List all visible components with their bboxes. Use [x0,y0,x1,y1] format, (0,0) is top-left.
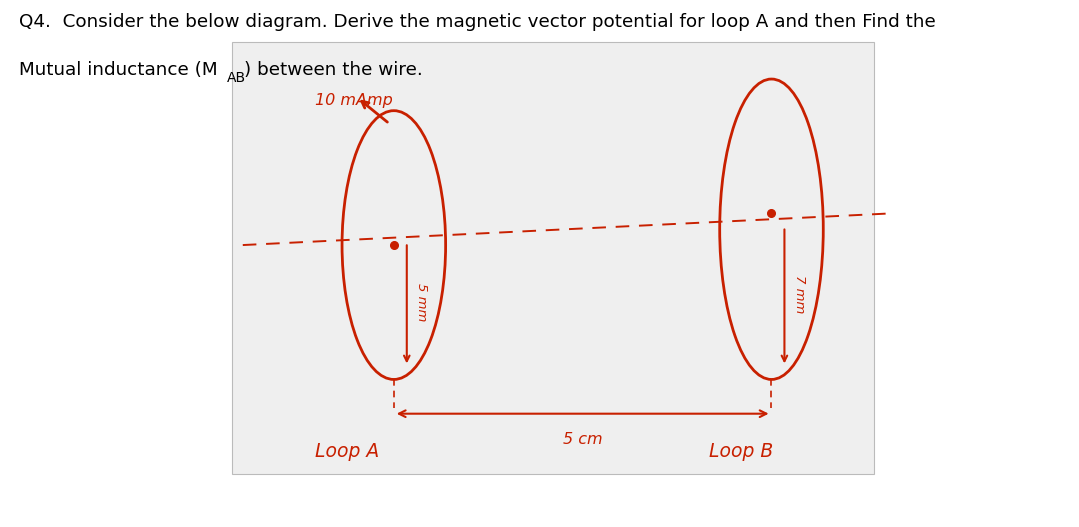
Text: Mutual inductance (M: Mutual inductance (M [19,61,224,79]
Text: 10 mAmp: 10 mAmp [315,93,393,108]
Text: Q4.  Consider the below diagram. Derive the magnetic vector potential for loop A: Q4. Consider the below diagram. Derive t… [19,13,937,31]
Text: 5 mm: 5 mm [415,282,428,321]
Text: Loop A: Loop A [315,442,380,461]
Bar [232,42,874,474]
Text: 5 cm: 5 cm [563,432,602,447]
Text: ) between the wire.: ) between the wire. [244,61,423,79]
Text: AB: AB [227,71,246,85]
Text: 7 mm: 7 mm [793,275,806,313]
Text: Loop B: Loop B [709,442,774,461]
